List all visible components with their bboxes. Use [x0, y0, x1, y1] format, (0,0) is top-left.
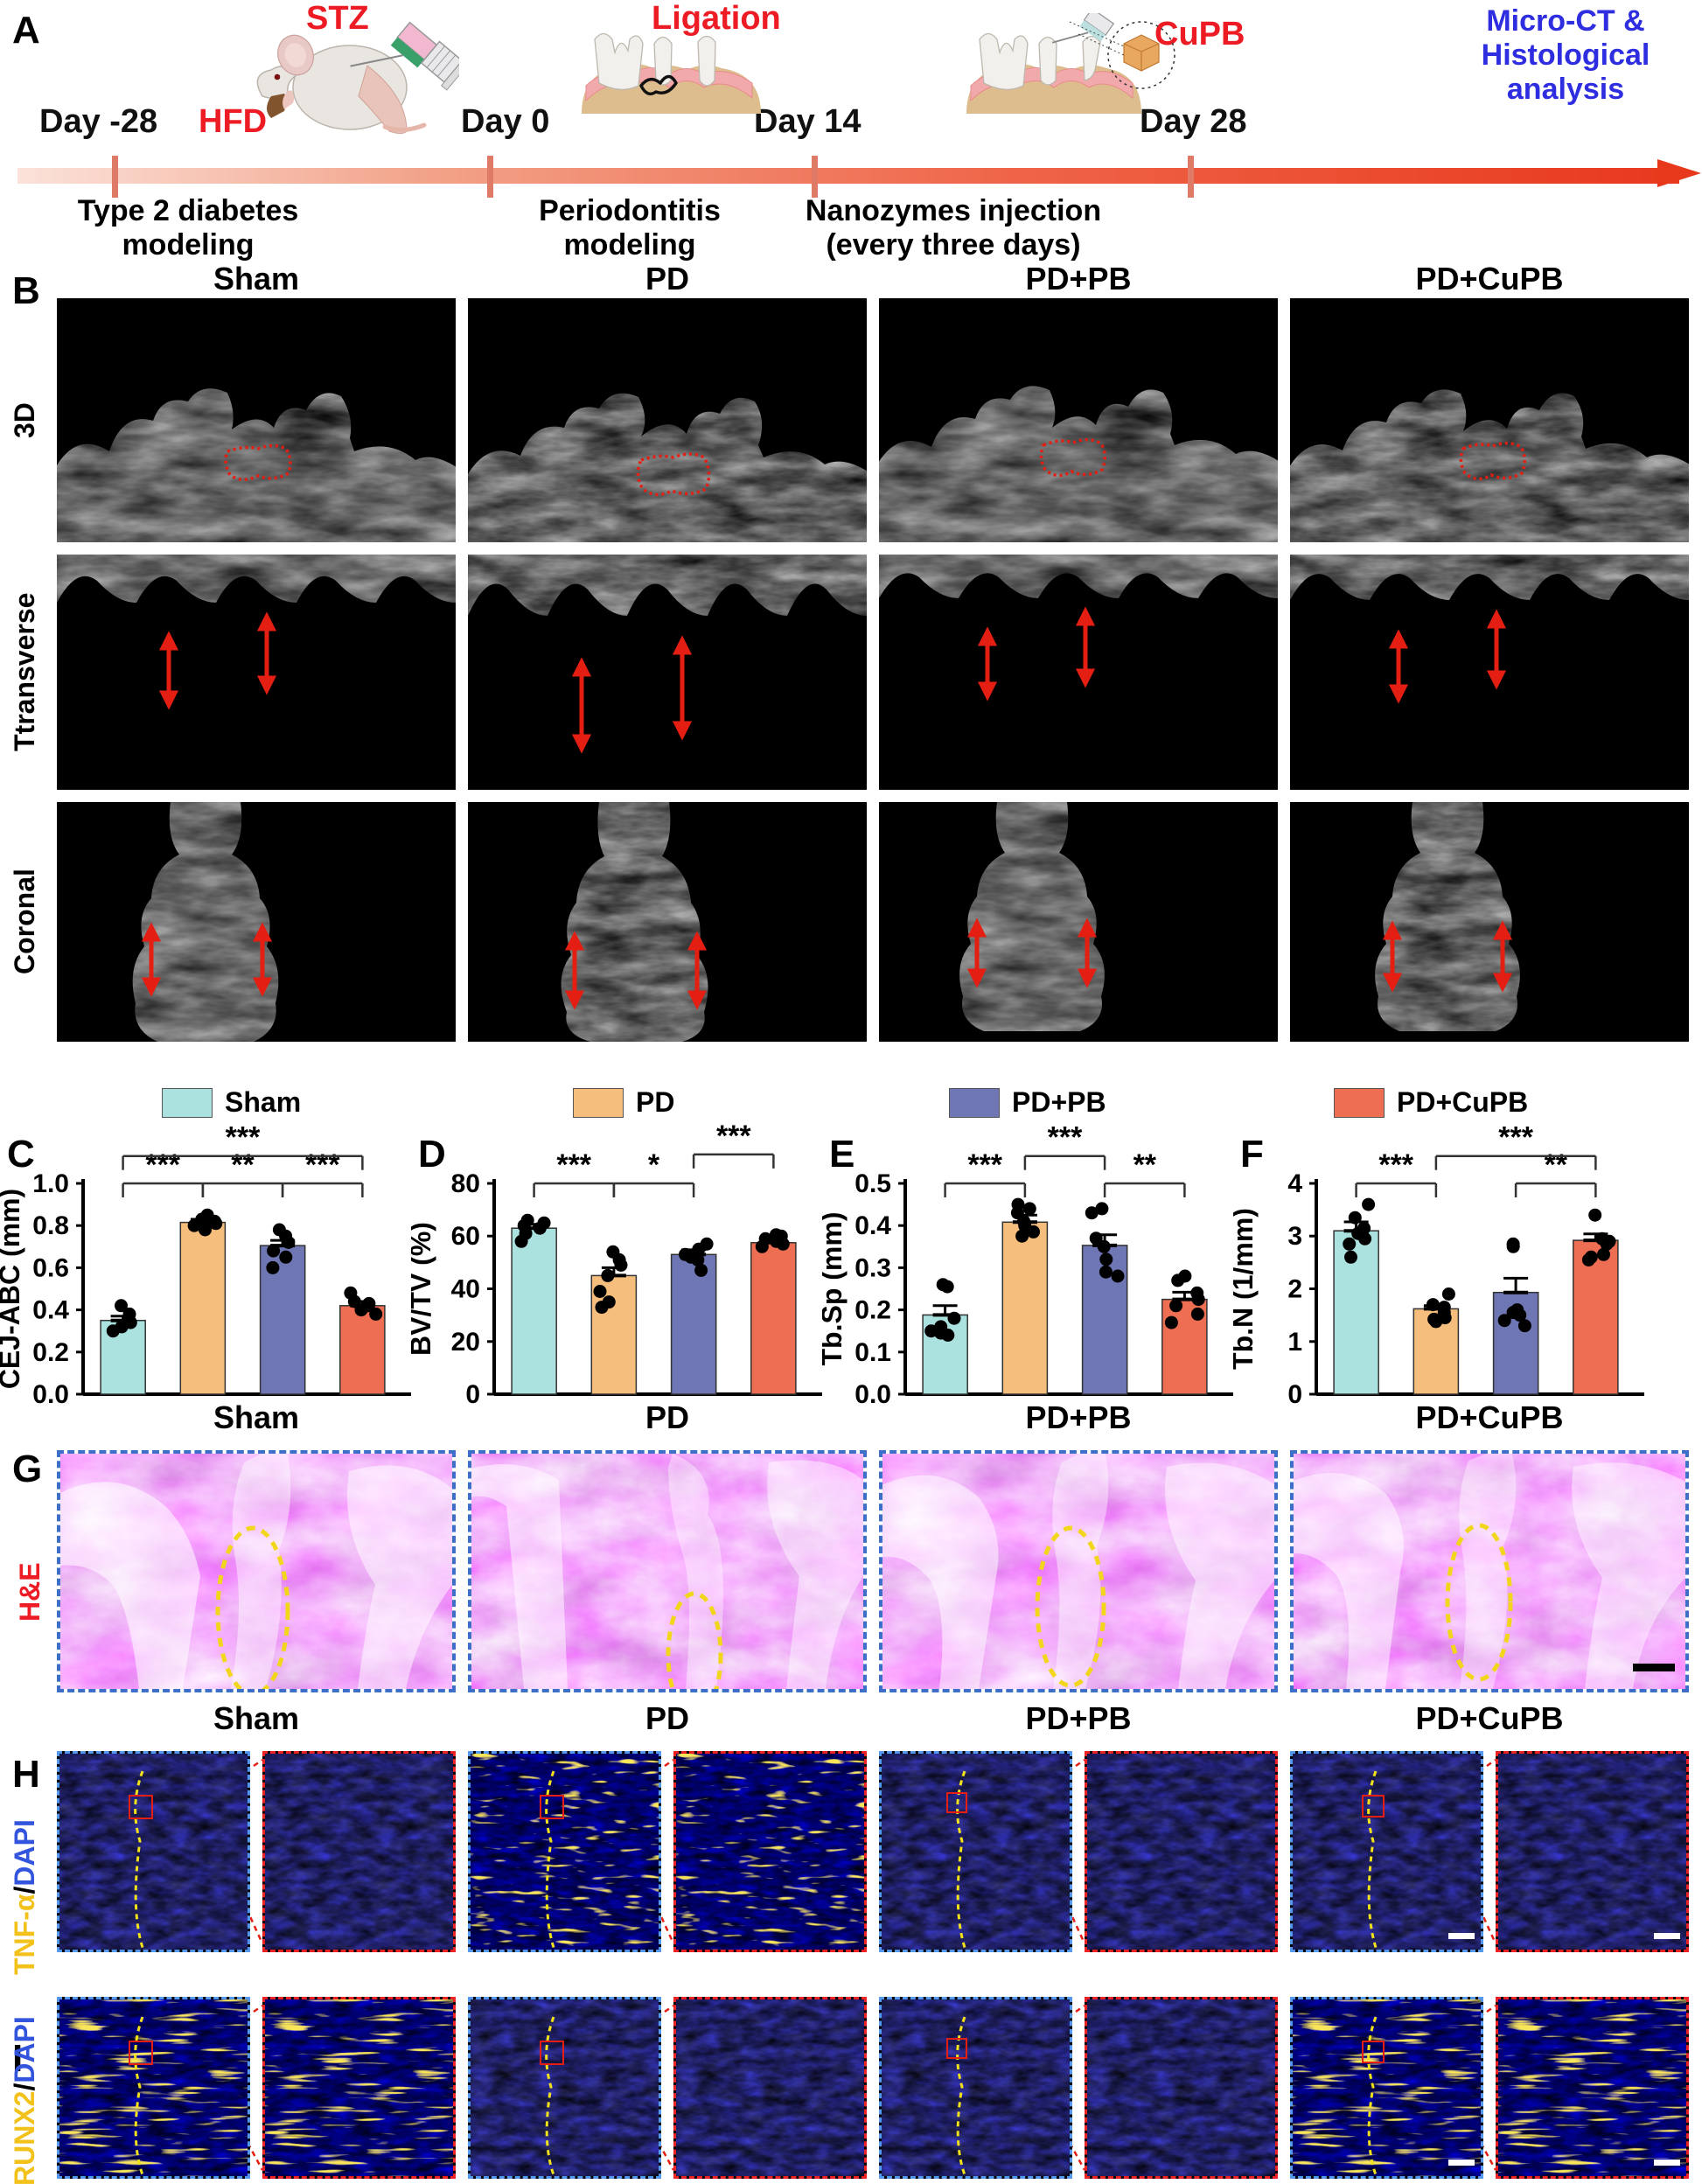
svg-text:Tb.N (1/mm): Tb.N (1/mm) [1233, 1208, 1259, 1370]
svg-text:0.5: 0.5 [854, 1169, 891, 1198]
svg-text:Tb.Sp (mm): Tb.Sp (mm) [822, 1212, 848, 1366]
svg-text:0.4: 0.4 [854, 1211, 891, 1240]
svg-text:***: *** [716, 1120, 751, 1153]
svg-text:2: 2 [1287, 1275, 1302, 1304]
svg-text:0.6: 0.6 [32, 1253, 69, 1282]
svg-text:60: 60 [451, 1222, 480, 1251]
svg-text:***: *** [1378, 1148, 1413, 1182]
svg-text:CEJ-ABC (mm): CEJ-ABC (mm) [0, 1189, 25, 1389]
svg-text:***: *** [226, 1121, 261, 1155]
svg-text:*: * [648, 1148, 660, 1182]
svg-text:***: *** [145, 1148, 180, 1182]
svg-text:0.8: 0.8 [32, 1211, 69, 1240]
svg-text:**: ** [1134, 1148, 1157, 1182]
svg-text:0.4: 0.4 [32, 1296, 69, 1325]
svg-text:BV/TV (%): BV/TV (%) [411, 1222, 436, 1356]
svg-text:0.2: 0.2 [32, 1338, 69, 1367]
svg-text:***: *** [1048, 1121, 1083, 1155]
svg-text:0.3: 0.3 [854, 1253, 891, 1282]
svg-text:3: 3 [1287, 1222, 1302, 1251]
svg-text:0.1: 0.1 [854, 1338, 891, 1367]
svg-text:***: *** [1498, 1121, 1533, 1155]
svg-text:20: 20 [451, 1328, 480, 1357]
svg-text:80: 80 [451, 1169, 480, 1198]
svg-text:4: 4 [1287, 1169, 1302, 1198]
svg-text:40: 40 [451, 1275, 480, 1304]
svg-text:***: *** [967, 1148, 1002, 1182]
svg-text:***: *** [556, 1148, 591, 1182]
svg-text:**: ** [1545, 1148, 1568, 1182]
svg-text:1.0: 1.0 [32, 1169, 69, 1198]
svg-text:***: *** [305, 1148, 340, 1182]
svg-text:0.2: 0.2 [854, 1296, 891, 1325]
svg-text:1: 1 [1287, 1328, 1302, 1357]
